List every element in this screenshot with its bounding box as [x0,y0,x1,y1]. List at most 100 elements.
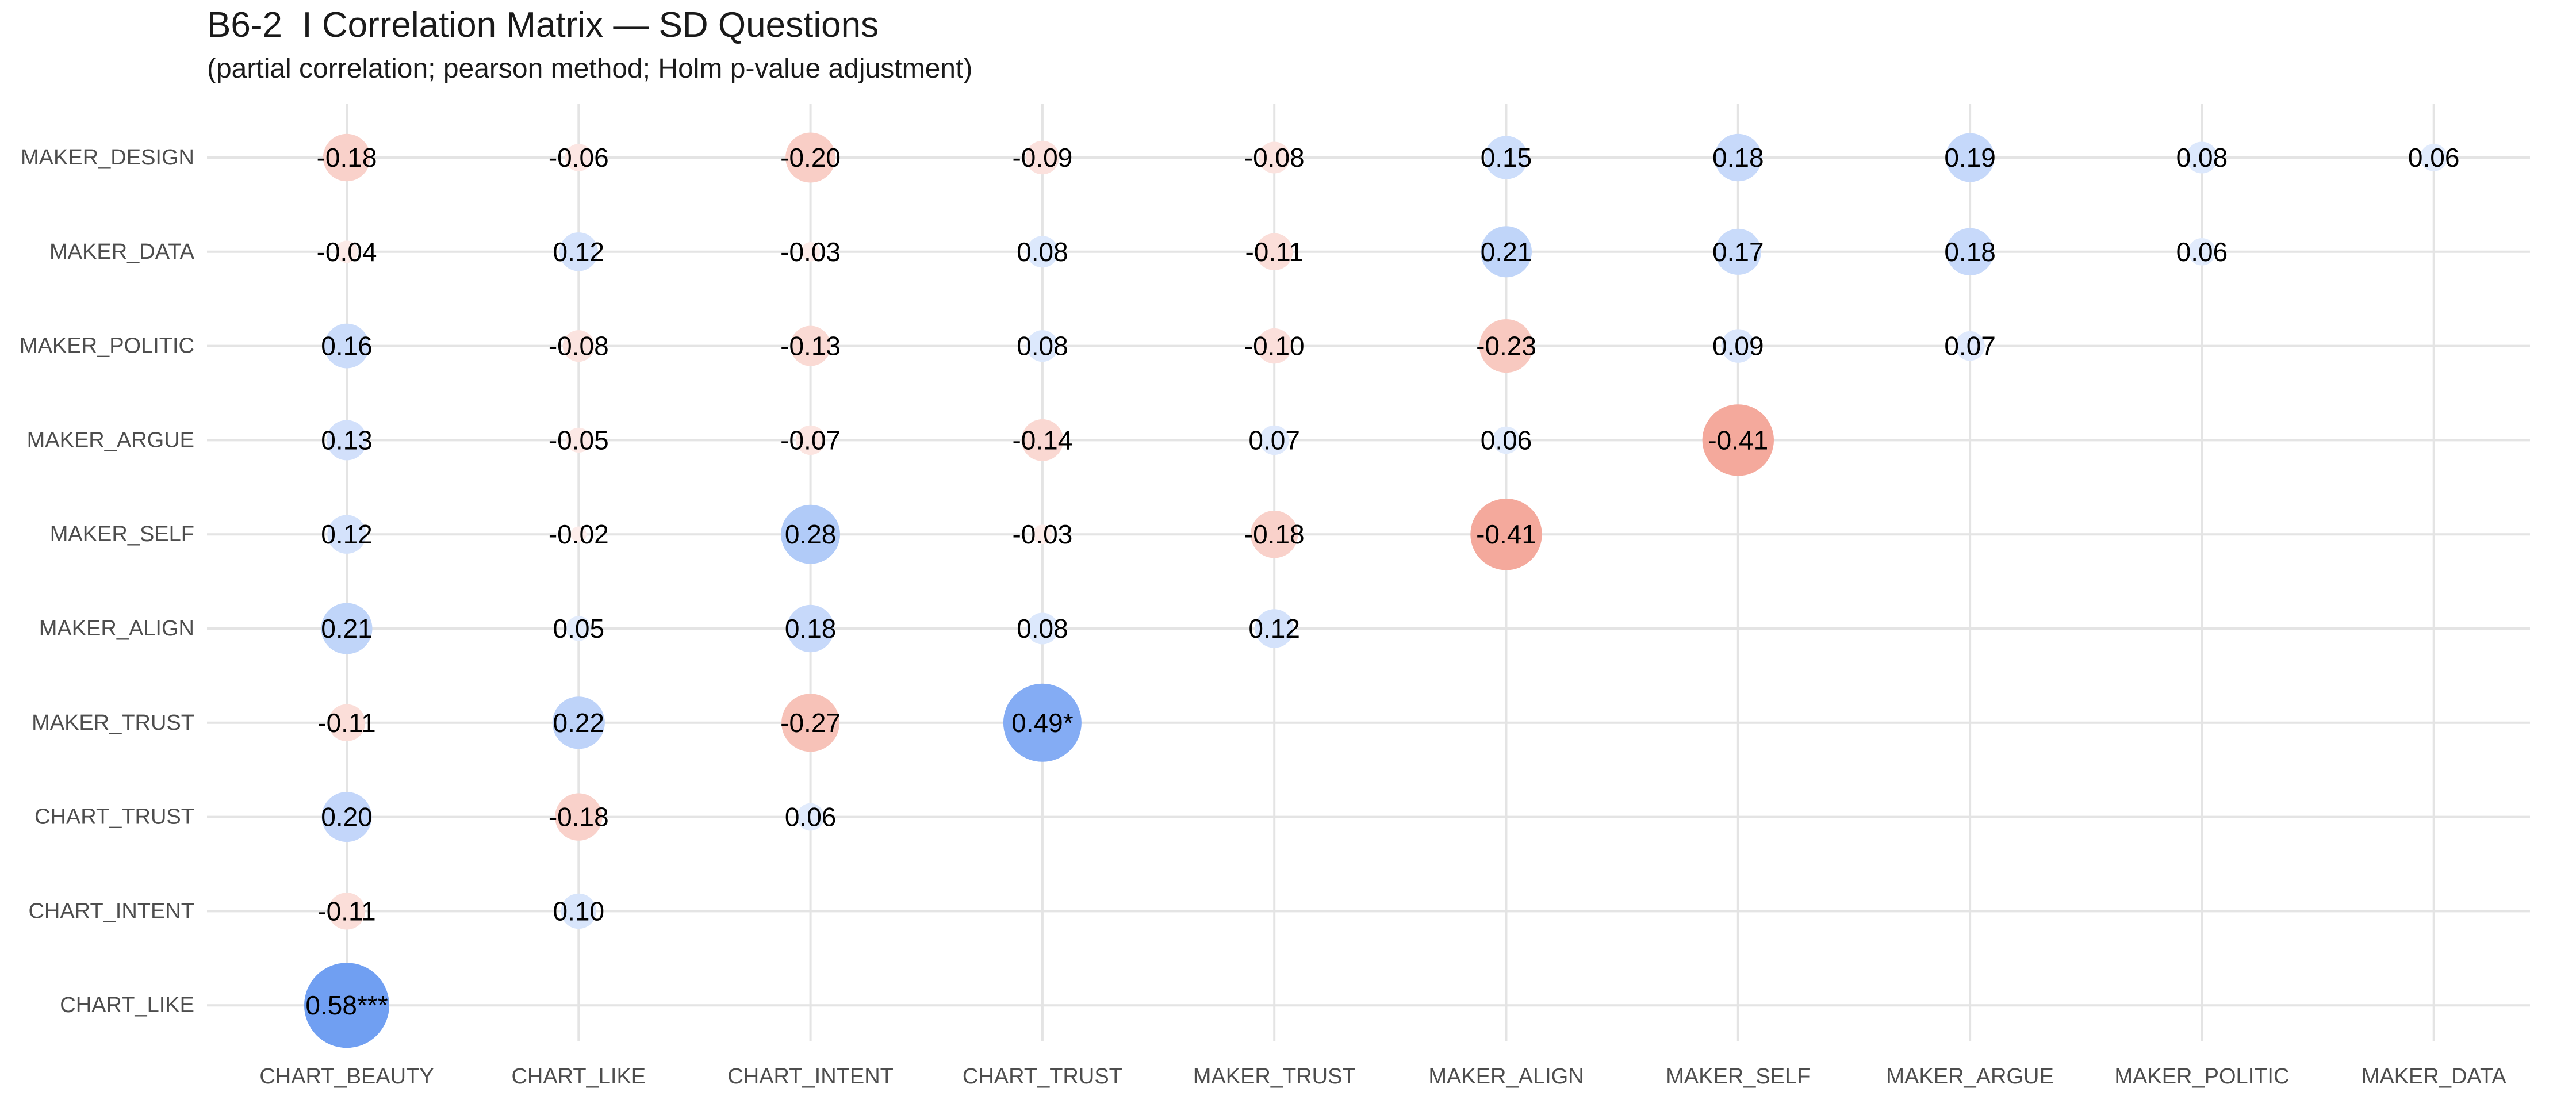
x-tick-label-maker-align: MAKER_ALIGN [1428,1064,1584,1089]
bubble-maker-trust-maker-self [1251,511,1298,558]
bubble-chart-beauty-maker-align [321,603,373,654]
x-tick-label-chart-trust: CHART_TRUST [963,1064,1122,1089]
value-label-chart-like-chart-intent: 0.10 [553,896,605,926]
value-label-chart-intent-maker-trust: -0.27 [780,708,841,738]
bubble-maker-politic-maker-design [2186,141,2218,174]
value-label-chart-trust-maker-argue: -0.14 [1012,425,1072,455]
bubble-maker-self-maker-data [1715,228,1761,275]
value-label-chart-intent-maker-politic: -0.13 [780,331,841,361]
bubble-chart-trust-maker-trust [1003,683,1082,762]
value-label-maker-trust-maker-argue: 0.07 [1248,425,1300,455]
bubble-chart-like-maker-politic [562,330,595,362]
x-tick-label-maker-self: MAKER_SELF [1666,1064,1810,1089]
value-label-chart-intent-maker-argue: -0.07 [780,425,841,455]
value-label-chart-like-maker-self: -0.02 [549,519,609,549]
bubble-maker-trust-maker-politic [1256,328,1292,364]
value-label-chart-trust-maker-data: 0.08 [1017,237,1068,267]
bubble-maker-align-maker-design [1484,136,1528,179]
x-tick-label-maker-argue: MAKER_ARGUE [1886,1064,2053,1089]
value-label-maker-politic-maker-data: 0.06 [2176,237,2228,267]
bubble-maker-align-maker-self [1470,499,1542,570]
value-label-chart-like-maker-politic: -0.08 [549,331,609,361]
x-tick-label-maker-trust: MAKER_TRUST [1193,1064,1356,1089]
value-label-maker-trust-maker-design: -0.08 [1244,143,1305,173]
y-tick-label-maker-align: MAKER_ALIGN [39,616,194,641]
value-label-chart-beauty-maker-self: 0.12 [321,519,373,549]
x-tick-label-maker-data: MAKER_DATA [2362,1064,2507,1089]
value-label-maker-politic-maker-design: 0.08 [2176,143,2228,173]
value-label-maker-self-maker-design: 0.18 [1712,143,1764,173]
value-label-chart-trust-maker-self: -0.03 [1012,519,1072,549]
value-label-chart-like-maker-trust: 0.22 [553,708,605,738]
bubble-maker-self-maker-design [1714,133,1762,182]
bubble-chart-like-chart-intent [561,893,596,929]
bubble-chart-like-maker-self [570,526,586,542]
value-label-chart-intent-maker-design: -0.20 [780,143,841,173]
bubble-chart-trust-maker-self [1033,524,1052,544]
bubble-chart-beauty-chart-like [304,963,389,1048]
y-tick-label-chart-intent: CHART_INTENT [28,899,194,923]
value-label-chart-trust-maker-politic: 0.08 [1017,331,1068,361]
x-tick-label-chart-beauty: CHART_BEAUTY [259,1064,434,1089]
bubble-chart-like-maker-trust [552,696,605,749]
value-label-maker-align-maker-design: 0.15 [1481,143,1532,173]
value-label-chart-beauty-chart-trust: 0.20 [321,802,373,832]
value-label-chart-intent-maker-self: 0.28 [785,519,837,549]
bubble-maker-politic-maker-data [2188,238,2216,266]
bubble-chart-like-maker-data [559,232,598,271]
bubble-chart-like-maker-align [566,616,591,641]
value-label-chart-like-maker-argue: -0.05 [549,425,609,455]
bubble-chart-trust-maker-design [1025,140,1060,175]
bubble-chart-intent-maker-self [781,504,840,564]
value-label-chart-beauty-maker-trust: -0.11 [317,708,375,738]
bubble-chart-like-maker-argue [566,427,591,453]
value-label-maker-argue-maker-design: 0.19 [1944,143,1996,173]
x-tick-label-chart-intent: CHART_INTENT [727,1064,894,1089]
bubble-chart-intent-maker-politic [790,325,831,366]
value-label-chart-like-chart-trust: -0.18 [549,802,609,832]
y-tick-label-maker-self: MAKER_SELF [50,522,194,546]
value-label-chart-intent-maker-data: -0.03 [780,237,841,267]
value-label-maker-self-maker-politic: 0.09 [1712,331,1764,361]
value-label-maker-align-maker-argue: 0.06 [1481,425,1532,455]
y-tick-label-chart-like: CHART_LIKE [60,993,194,1017]
value-label-maker-data-maker-design: 0.06 [2408,143,2460,173]
bubble-chart-trust-maker-data [1026,236,1059,268]
bubble-maker-self-maker-argue [1702,404,1774,476]
value-label-maker-align-maker-self: -0.41 [1476,519,1536,549]
y-tick-label-maker-argue: MAKER_ARGUE [27,428,194,452]
bubble-chart-intent-maker-design [785,132,836,183]
bubble-maker-align-maker-politic [1479,319,1534,373]
value-label-maker-trust-maker-data: -0.11 [1245,237,1303,267]
value-label-chart-like-maker-design: -0.06 [549,143,609,173]
value-label-maker-argue-maker-data: 0.18 [1944,237,1996,267]
x-tick-label-maker-politic: MAKER_POLITIC [2114,1064,2289,1089]
bubble-chart-beauty-chart-intent [328,893,366,930]
bubble-maker-align-maker-argue [1492,426,1520,454]
axis-layer: MAKER_DESIGN MAKER_DATA MAKER_POLITIC MAKER… [20,145,2506,1089]
value-label-chart-trust-maker-trust: 0.49* [1011,708,1074,738]
bubble-chart-intent-maker-trust [781,694,840,752]
y-tick-label-maker-data: MAKER_DATA [49,240,195,264]
value-label-chart-beauty-chart-like: 0.58*** [305,990,388,1020]
bubble-maker-trust-maker-argue [1259,425,1289,455]
value-label-chart-beauty-chart-intent: -0.11 [317,896,375,926]
value-label-maker-align-maker-data: 0.21 [1481,237,1532,267]
value-label-chart-trust-maker-align: 0.08 [1017,614,1068,643]
bubble-chart-intent-maker-argue [795,425,826,455]
bubble-maker-argue-maker-data [1946,228,1994,275]
value-label-chart-intent-chart-trust: 0.06 [785,802,837,832]
x-tick-label-chart-like: CHART_LIKE [511,1064,646,1089]
value-label-maker-align-maker-politic: -0.23 [1476,331,1536,361]
value-label-chart-beauty-maker-align: 0.21 [321,614,373,643]
y-tick-label-maker-design: MAKER_DESIGN [21,145,194,170]
value-label-chart-beauty-maker-design: -0.18 [317,143,377,173]
bubble-chart-beauty-maker-trust [328,704,366,742]
bubble-chart-beauty-chart-trust [321,792,372,842]
bubble-chart-beauty-maker-argue [327,420,367,461]
bubble-chart-intent-maker-align [787,604,834,653]
bubble-maker-align-maker-data [1481,226,1532,278]
bubble-maker-data-maker-design [2420,144,2448,171]
value-label-chart-intent-maker-align: 0.18 [785,614,837,643]
